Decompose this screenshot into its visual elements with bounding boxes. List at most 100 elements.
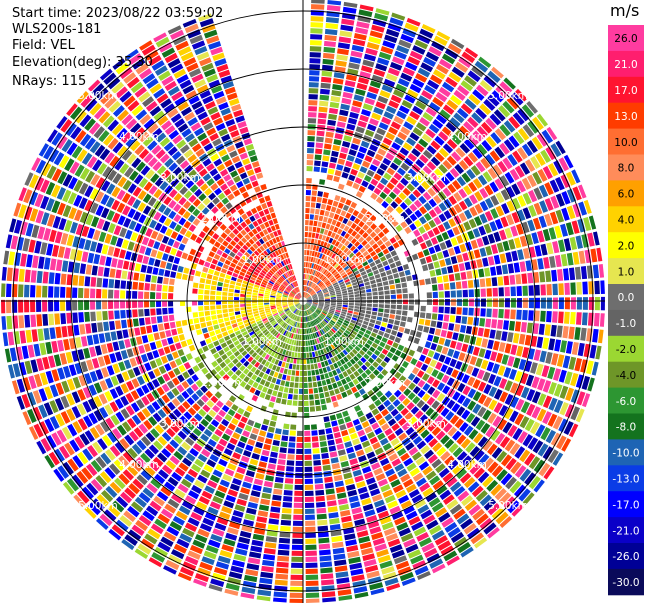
- velocity-gate: [220, 342, 228, 349]
- velocity-gate: [84, 372, 93, 385]
- velocity-gate: [109, 155, 120, 168]
- velocity-gate: [160, 508, 174, 519]
- velocity-gate: [146, 351, 154, 361]
- velocity-gate: [546, 297, 552, 309]
- velocity-gate: [203, 234, 211, 242]
- velocity-gate: [514, 321, 521, 332]
- velocity-gate: [289, 284, 294, 289]
- velocity-gate: [109, 481, 122, 494]
- velocity-gate: [268, 518, 280, 525]
- velocity-gate: [194, 188, 203, 198]
- velocity-gate: [248, 223, 255, 230]
- velocity-gate: [161, 120, 172, 131]
- velocity-gate: [200, 137, 211, 147]
- velocity-gate: [217, 236, 224, 244]
- velocity-gate: [285, 279, 290, 284]
- velocity-gate: [32, 390, 42, 404]
- velocity-gate: [293, 315, 297, 321]
- velocity-gate: [143, 343, 151, 352]
- velocity-gate: [127, 447, 138, 459]
- velocity-gate: [154, 424, 165, 435]
- velocity-gate: [63, 338, 70, 351]
- velocity-gate: [421, 264, 429, 272]
- velocity-gate: [177, 374, 185, 383]
- velocity-gate: [197, 111, 209, 121]
- velocity-gate: [336, 393, 343, 401]
- velocity-gate: [146, 325, 153, 334]
- velocity-gate: [199, 561, 213, 571]
- velocity-gate: [249, 155, 258, 163]
- velocity-gate: [295, 466, 303, 472]
- velocity-gate: [183, 267, 190, 274]
- velocity-gate: [324, 299, 330, 301]
- velocity-gate: [259, 309, 265, 313]
- velocity-gate: [275, 470, 285, 477]
- velocity-gate: [85, 463, 98, 477]
- velocity-gate: [41, 162, 52, 177]
- velocity-gate: [222, 308, 228, 314]
- velocity-gate: [203, 464, 214, 473]
- velocity-gate: [243, 376, 250, 383]
- velocity-gate: [279, 531, 291, 538]
- velocity-gate: [296, 303, 301, 308]
- velocity-gate: [252, 325, 259, 330]
- velocity-gate: [255, 472, 265, 480]
- velocity-gate: [444, 290, 450, 298]
- velocity-gate: [250, 490, 261, 498]
- velocity-gate: [294, 301, 300, 303]
- velocity-gate: [331, 150, 339, 158]
- velocity-gate: [201, 490, 213, 500]
- velocity-gate: [408, 349, 416, 357]
- velocity-gate: [201, 327, 208, 334]
- velocity-gate: [474, 298, 480, 307]
- velocity-gate: [304, 250, 307, 256]
- velocity-gate: [516, 309, 522, 320]
- velocity-gate: [281, 241, 286, 247]
- velocity-gate: [209, 453, 219, 463]
- velocity-gate: [577, 342, 585, 357]
- velocity-gate: [235, 361, 243, 369]
- velocity-gate: [250, 359, 257, 366]
- velocity-gate: [255, 225, 262, 233]
- velocity-gate: [171, 264, 178, 272]
- velocity-gate: [315, 202, 321, 209]
- velocity-gate: [206, 178, 215, 187]
- velocity-gate: [356, 410, 364, 418]
- velocity-gate: [90, 300, 96, 310]
- velocity-gate: [455, 281, 462, 289]
- velocity-gate: [43, 402, 54, 416]
- velocity-gate: [278, 385, 284, 392]
- velocity-gate: [171, 377, 180, 386]
- velocity-gate: [273, 285, 279, 289]
- velocity-gate: [236, 232, 244, 240]
- velocity-gate: [330, 296, 336, 299]
- velocity-gate: [176, 384, 185, 393]
- velocity-gate: [210, 215, 219, 223]
- velocity-gate: [438, 354, 446, 363]
- velocity-gate: [234, 307, 240, 312]
- velocity-gate: [211, 280, 218, 286]
- velocity-gate: [72, 312, 79, 324]
- velocity-gate: [275, 316, 281, 321]
- velocity-gate: [244, 424, 253, 432]
- velocity-gate: [510, 309, 516, 320]
- velocity-gate: [204, 284, 211, 290]
- velocity-gate: [136, 387, 145, 397]
- velocity-gate: [227, 193, 235, 201]
- velocity-gate: [281, 513, 292, 520]
- velocity-gate: [255, 240, 262, 247]
- velocity-gate: [299, 376, 303, 382]
- velocity-gate: [189, 248, 197, 256]
- velocity-gate: [154, 222, 163, 232]
- velocity-gate: [231, 336, 238, 343]
- velocity-gate: [140, 452, 151, 464]
- velocity-gate: [164, 363, 172, 372]
- velocity-gate: [294, 288, 298, 293]
- velocity-gate: [58, 217, 67, 231]
- velocity-gate: [374, 324, 381, 330]
- velocity-gate: [201, 367, 209, 375]
- velocity-gate: [260, 571, 274, 579]
- velocity-gate: [237, 321, 244, 326]
- velocity-gate: [264, 221, 270, 228]
- velocity-gate: [299, 310, 301, 316]
